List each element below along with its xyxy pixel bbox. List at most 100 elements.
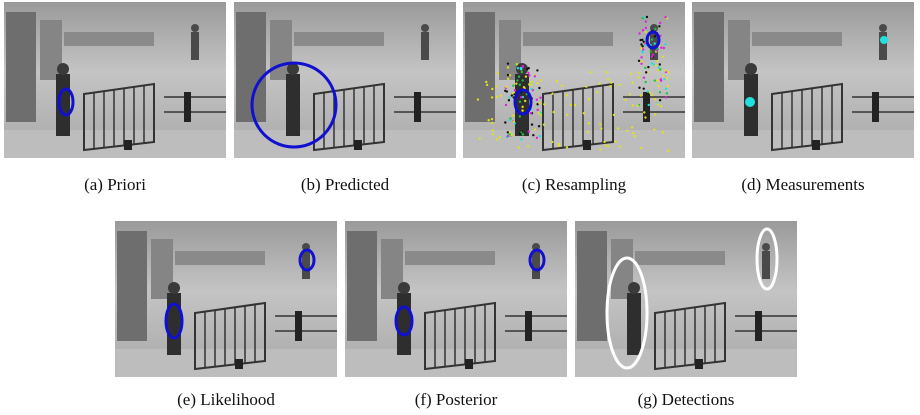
particle bbox=[517, 146, 519, 148]
particle bbox=[656, 79, 658, 81]
particle bbox=[663, 47, 665, 49]
particle bbox=[561, 85, 563, 87]
particle bbox=[505, 86, 507, 88]
caption: (b) Predicted bbox=[301, 175, 390, 194]
particle bbox=[528, 130, 530, 132]
particle bbox=[538, 87, 540, 89]
particle bbox=[651, 55, 653, 57]
particle bbox=[662, 131, 664, 133]
particle bbox=[640, 63, 642, 65]
particle bbox=[637, 76, 639, 78]
particle bbox=[613, 114, 615, 116]
particle bbox=[666, 77, 668, 79]
particle bbox=[619, 145, 621, 147]
particle bbox=[664, 16, 666, 18]
particle bbox=[536, 82, 538, 84]
particle bbox=[662, 56, 664, 58]
particle bbox=[632, 132, 634, 134]
particle bbox=[511, 134, 513, 136]
particle bbox=[660, 105, 662, 107]
particle bbox=[551, 92, 553, 94]
caption: (c) Resampling bbox=[522, 175, 627, 194]
particle bbox=[600, 127, 602, 129]
particle bbox=[536, 137, 538, 139]
particle bbox=[512, 92, 514, 94]
particle bbox=[651, 94, 653, 96]
particle bbox=[659, 91, 661, 93]
particle bbox=[507, 66, 509, 68]
particle bbox=[538, 125, 540, 127]
particle bbox=[516, 63, 518, 65]
particle bbox=[654, 79, 656, 81]
particle bbox=[487, 119, 489, 121]
particle bbox=[657, 48, 659, 50]
panel-f bbox=[345, 221, 567, 377]
particle bbox=[638, 60, 640, 62]
particle bbox=[664, 43, 666, 45]
particle bbox=[537, 112, 539, 114]
particle bbox=[526, 68, 528, 70]
particle bbox=[508, 119, 510, 121]
particle bbox=[532, 134, 534, 136]
particle bbox=[500, 95, 502, 97]
particle bbox=[609, 85, 611, 87]
particle bbox=[599, 148, 601, 150]
particle bbox=[645, 20, 647, 22]
particle bbox=[519, 84, 521, 86]
particle bbox=[536, 98, 538, 100]
particle bbox=[558, 144, 560, 146]
particle bbox=[648, 104, 650, 106]
particle bbox=[658, 25, 660, 27]
particle bbox=[631, 126, 633, 128]
particle bbox=[516, 79, 518, 81]
particle bbox=[638, 32, 640, 34]
particle bbox=[522, 133, 524, 135]
particle bbox=[663, 78, 665, 80]
particle bbox=[512, 84, 514, 86]
particle bbox=[566, 94, 568, 96]
particle bbox=[642, 29, 644, 31]
particle bbox=[519, 132, 521, 134]
panel-e bbox=[115, 221, 337, 377]
particle bbox=[539, 114, 541, 116]
particle bbox=[660, 78, 662, 80]
particle bbox=[520, 96, 522, 98]
figure: (a) Priori (b) Predicted (c) Resampling … bbox=[0, 0, 920, 415]
particle bbox=[496, 96, 498, 98]
particle bbox=[508, 99, 510, 101]
particle bbox=[477, 98, 479, 100]
particle bbox=[485, 81, 487, 83]
particle bbox=[566, 146, 568, 148]
particle bbox=[509, 131, 511, 133]
particle bbox=[520, 138, 522, 140]
particle bbox=[617, 127, 619, 129]
particle bbox=[654, 35, 656, 37]
particle bbox=[527, 72, 529, 74]
particle bbox=[496, 138, 498, 140]
particle bbox=[525, 75, 527, 77]
particle bbox=[665, 88, 667, 90]
particle bbox=[491, 129, 493, 131]
particle bbox=[641, 39, 643, 41]
particle bbox=[644, 116, 646, 118]
particle bbox=[523, 86, 525, 88]
particle bbox=[618, 84, 620, 86]
caption: (a) Priori bbox=[84, 175, 146, 194]
particle bbox=[596, 91, 598, 93]
particle bbox=[543, 103, 545, 105]
panel-d bbox=[692, 2, 914, 158]
particle bbox=[659, 99, 661, 101]
particle bbox=[644, 67, 646, 69]
particle bbox=[524, 100, 526, 102]
particle bbox=[531, 123, 533, 125]
particle bbox=[553, 111, 555, 113]
particle bbox=[556, 80, 558, 82]
particle bbox=[606, 71, 608, 73]
particle bbox=[654, 42, 656, 44]
particle bbox=[638, 87, 640, 89]
particle bbox=[633, 135, 635, 137]
particle bbox=[640, 147, 642, 149]
particle bbox=[642, 41, 644, 43]
particle bbox=[641, 45, 643, 47]
particle bbox=[645, 31, 647, 33]
